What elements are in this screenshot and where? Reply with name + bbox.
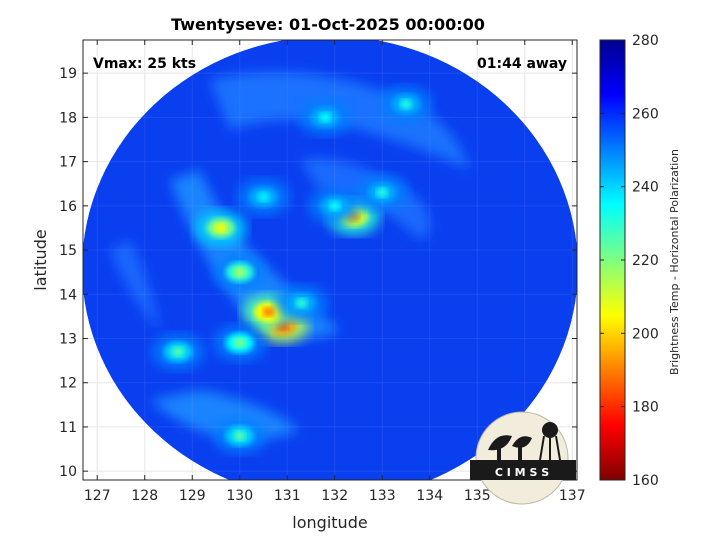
y-tick-label: 10 [59, 464, 77, 480]
x-tick-label: 132 [321, 488, 348, 504]
y-tick-label: 14 [59, 287, 77, 303]
y-tick-label: 15 [59, 243, 77, 259]
colorbar-tick-label: 160 [632, 473, 659, 489]
y-tick-label: 16 [59, 199, 77, 215]
cimss-logo: C I M S S [470, 411, 576, 505]
x-tick-label: 129 [179, 488, 206, 504]
cold-cloud-feature [213, 417, 266, 454]
cold-cloud-features [152, 86, 432, 454]
colorbar-tick-label: 180 [632, 400, 659, 416]
cold-cloud-feature [237, 178, 290, 215]
cold-cloud-feature [213, 324, 266, 361]
cold-cloud-feature [152, 333, 204, 370]
x-tick-label: 133 [369, 488, 396, 504]
time-offset-label: 01:44 away [477, 56, 567, 72]
cold-cloud-feature [194, 209, 247, 246]
cold-cloud-feature [356, 174, 409, 211]
vmax-label: Vmax: 25 kts [93, 56, 196, 72]
y-tick-label: 13 [59, 331, 77, 347]
cold-cloud-feature [275, 285, 328, 322]
x-axis-ticks: 127128129130131132133134135136137 [84, 40, 586, 504]
y-axis-ticks: 10 11 12 13 14 15 16 17 18 19 [59, 66, 577, 480]
y-tick-label: 18 [59, 110, 77, 126]
x-tick-label: 135 [464, 488, 491, 504]
x-tick-label: 128 [131, 488, 158, 504]
colorbar-label: Brightness Temp - Horizontal Polarizatio… [668, 149, 681, 375]
y-tick-label: 12 [59, 376, 77, 392]
plot-frame [82, 39, 578, 481]
y-axis-label: latitude [31, 229, 50, 290]
cold-cloud-feature [308, 187, 361, 224]
colorbar-tick-label: 280 [632, 33, 659, 49]
x-tick-label: 134 [416, 488, 443, 504]
cold-cloud-feature [213, 254, 266, 291]
logo-text: C I M S S [495, 466, 549, 479]
y-tick-label: 19 [59, 66, 77, 82]
colorbar-ticks: 160 180 200 220 240 260 280 [600, 33, 659, 489]
colorbar-tick-label: 220 [632, 253, 659, 269]
colorbar-tick-label: 240 [632, 180, 659, 196]
x-axis-label: longitude [292, 513, 367, 532]
x-tick-label: 131 [274, 488, 301, 504]
colorbar-tick-label: 200 [632, 326, 659, 342]
cold-cloud-feature [299, 99, 352, 136]
cold-cloud-feature [380, 86, 432, 123]
x-tick-label: 127 [84, 488, 111, 504]
colorbar-tick-label: 260 [632, 106, 659, 122]
y-tick-label: 17 [59, 155, 77, 171]
x-tick-label: 130 [226, 488, 253, 504]
y-tick-label: 11 [59, 420, 77, 436]
x-tick-label: 137 [559, 488, 586, 504]
chart-title: Twentyseve: 01-Oct-2025 00:00:00 [171, 15, 485, 34]
